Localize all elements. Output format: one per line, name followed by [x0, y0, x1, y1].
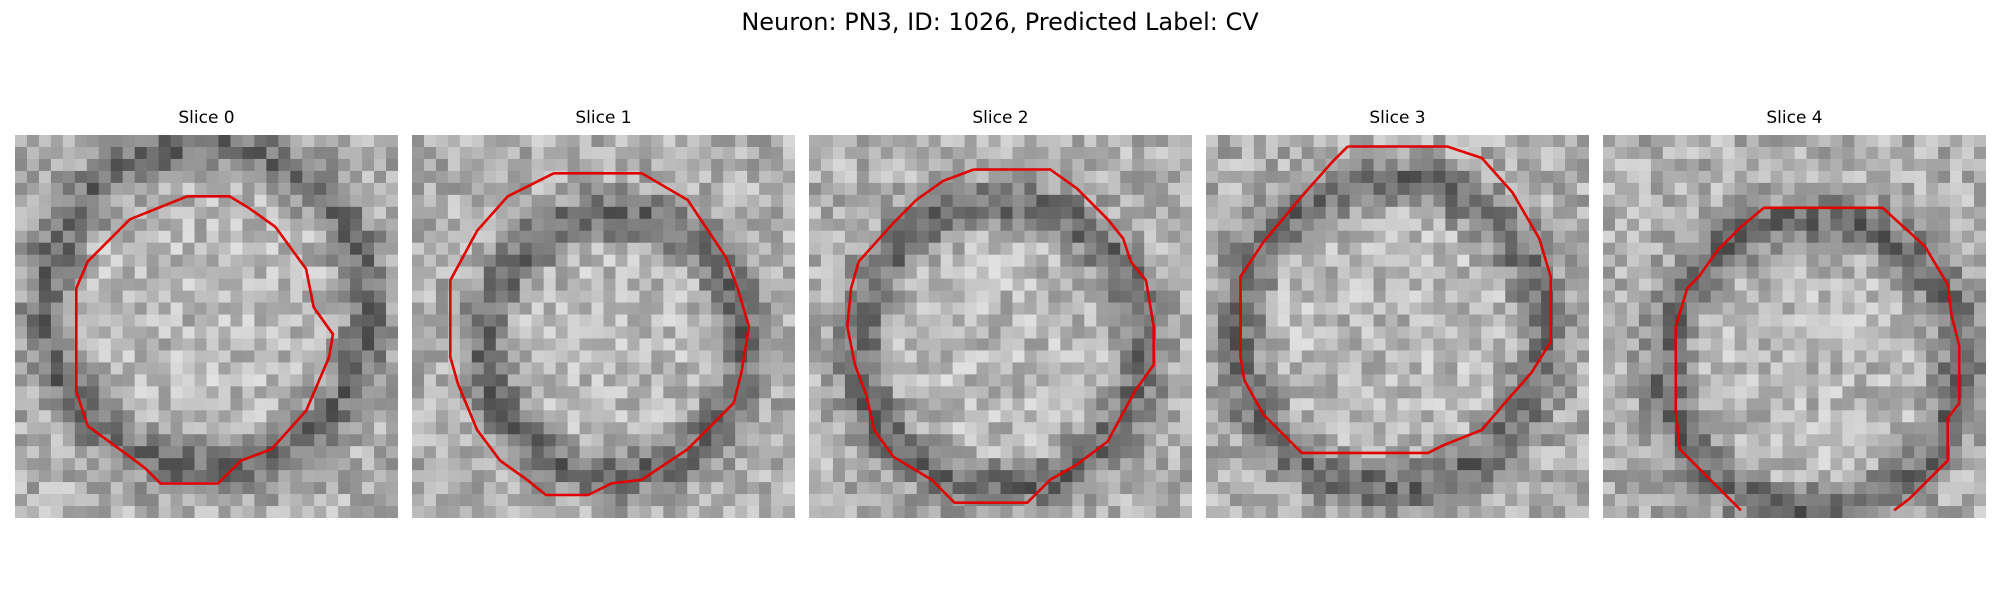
micrograph-pixels — [1603, 135, 1986, 518]
micrograph-pixels — [412, 135, 795, 518]
cell-contour-outline — [845, 168, 1156, 505]
cell-contour-outline — [1674, 206, 1961, 512]
cell-contour-outline — [1239, 145, 1553, 455]
slice-title: Slice 1 — [575, 108, 632, 128]
slice-image — [1206, 135, 1589, 518]
figure-title: Neuron: PN3, ID: 1026, Predicted Label: … — [741, 8, 1259, 36]
slice-title: Slice 2 — [972, 108, 1029, 128]
slice-image — [1603, 135, 1986, 518]
slice-image — [809, 135, 1192, 518]
micrograph-pixels — [1206, 135, 1589, 518]
micrograph-pixels — [809, 135, 1192, 518]
slice-image — [412, 135, 795, 518]
slice-title: Slice 0 — [178, 108, 235, 128]
slice-title: Slice 3 — [1369, 108, 1426, 128]
cell-contour-outline — [448, 171, 751, 497]
slice-image — [15, 135, 398, 518]
slice-title: Slice 4 — [1766, 108, 1823, 128]
micrograph-pixels — [15, 135, 398, 518]
cell-contour-outline — [74, 194, 335, 485]
